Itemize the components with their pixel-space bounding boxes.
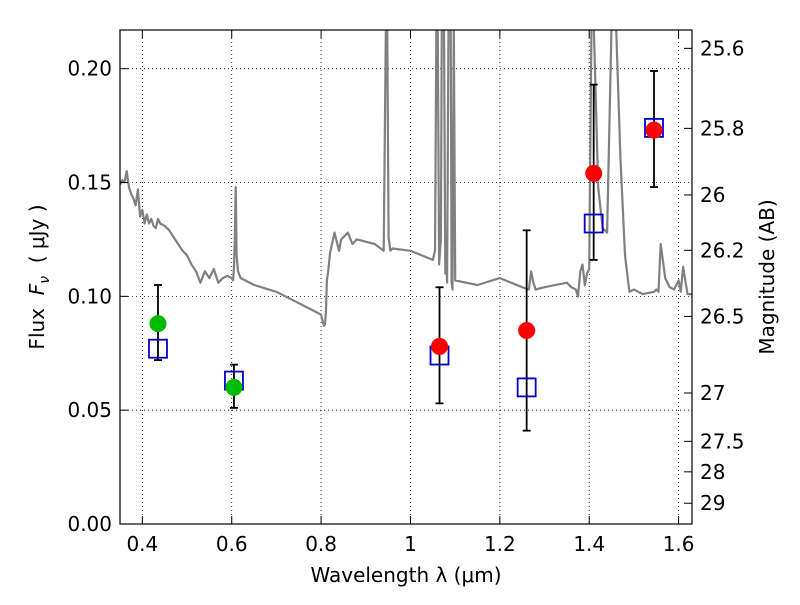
model-flux-square bbox=[148, 338, 168, 359]
x-tick-label: 0.6 bbox=[216, 532, 248, 556]
y-tick-label: 0.20 bbox=[67, 57, 112, 81]
model-flux-square bbox=[583, 213, 604, 234]
x-tick-label: 0.8 bbox=[305, 532, 337, 556]
y2-tick-label: 27.5 bbox=[700, 429, 745, 453]
y2-tick-label: 28 bbox=[700, 460, 725, 484]
y-axis-label-prefix: Flux bbox=[25, 295, 49, 349]
x-tick-label: 1 bbox=[404, 532, 417, 556]
x-tick-label: 1.6 bbox=[663, 532, 695, 556]
y2-tick-label: 26.5 bbox=[700, 304, 745, 328]
x-axis-label: Wavelength λ (μm) bbox=[310, 563, 501, 587]
y2-tick-label: 25.6 bbox=[700, 36, 745, 60]
y2-tick-label: 27 bbox=[700, 381, 725, 405]
observed-flux-point bbox=[431, 337, 449, 355]
observed-flux-point bbox=[645, 121, 663, 139]
observed-flux-point bbox=[518, 321, 536, 339]
marker-layer bbox=[148, 117, 664, 398]
tick-layer: 0.4 0.6 0.8 1 1.2 1.4 1.6 0.00 0.05 0.10 0.15 0.20 2… bbox=[67, 30, 745, 556]
x-tick-label: 1.4 bbox=[573, 532, 605, 556]
y-tick-label: 0.10 bbox=[67, 284, 112, 308]
y2-tick-label: 26 bbox=[700, 183, 725, 207]
observed-flux-point bbox=[149, 315, 167, 333]
model-flux-square bbox=[516, 377, 537, 398]
y-tick-label: 0.15 bbox=[67, 171, 112, 195]
x-tick-label: 1.2 bbox=[484, 532, 516, 556]
y2-tick-label: 29 bbox=[700, 491, 725, 515]
y2-axis-label: Magnitude (AB) bbox=[755, 199, 779, 354]
y-axis-label: Flux Fν ( μJy ) bbox=[25, 204, 53, 349]
plot-frame bbox=[119, 29, 693, 525]
observed-flux-point bbox=[585, 164, 603, 182]
x-tick-label: 0.4 bbox=[126, 532, 158, 556]
y-axis-label-symbol: F bbox=[25, 283, 49, 295]
y-axis-label-suffix: ( μJy ) bbox=[25, 204, 49, 276]
plot-background bbox=[120, 30, 692, 524]
y-tick-label: 0.00 bbox=[67, 512, 112, 536]
y-axis-label-subscript: ν bbox=[37, 276, 53, 284]
y2-tick-label: 25.8 bbox=[700, 116, 745, 140]
template-spectrum-line bbox=[120, 30, 692, 327]
y2-tick-label: 26.2 bbox=[700, 238, 745, 262]
y-tick-label: 0.05 bbox=[67, 398, 112, 422]
template-spectrum-layer bbox=[120, 30, 692, 327]
observed-flux-point bbox=[225, 378, 243, 396]
